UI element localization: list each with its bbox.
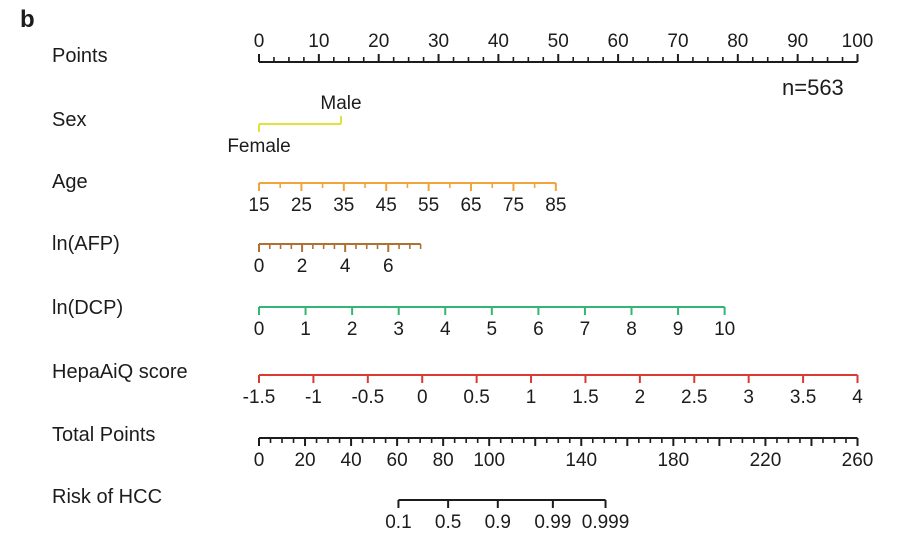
tick-label: 6 [383,256,394,277]
tick-label: 0 [254,319,265,340]
axis-age: 15 25 35 45 55 65 75 85 [248,182,566,216]
tick-label: 7 [580,319,591,340]
tick-label: 0.99 [534,512,571,533]
tick-label: 3 [743,387,754,408]
tick-label: 45 [376,195,397,216]
tick-label: 30 [428,31,449,52]
tick-label: -1 [305,387,322,408]
tick-label: 2 [347,319,358,340]
tick-label: 25 [291,195,312,216]
tick-label: 0.1 [385,512,411,533]
tick-label: 80 [433,450,454,471]
tick-label: 3 [393,319,404,340]
tick-label: 1 [526,387,537,408]
tick-label: 0.5 [435,512,461,533]
tick-label: 100 [473,450,505,471]
tick-label: 35 [333,195,354,216]
tick-label: -0.5 [351,387,384,408]
tick-label: 10 [308,31,329,52]
tick-label: 85 [545,195,566,216]
axis-ln_dcp: 0 1 2 3 4 5 6 7 8 9 10 [254,306,735,340]
axis-label-sex: Sex [52,109,87,131]
tick-label: 1 [300,319,311,340]
tick-label: 2 [635,387,646,408]
tick-label: 70 [667,31,688,52]
tick-label: 20 [368,31,389,52]
tick-label: 0 [254,450,265,471]
axis-label-age: Age [52,171,88,193]
axis-label-ln-dcp: ln(DCP) [52,297,124,319]
axis-label-hepaaiq-score: HepaAiQ score [52,361,188,383]
axis-label-total-points: Total Points [52,424,156,446]
tick-label: 4 [852,387,863,408]
tick-label: 0 [254,256,265,277]
axis-ln_afp: 0 2 4 6 [254,243,422,277]
axis-sex: Female Male [227,93,361,157]
tick-label: 9 [673,319,684,340]
panel-letter-label: b [20,6,35,33]
tick-label: 5 [487,319,498,340]
tick-label: Female [227,136,290,157]
axis-risk: 0.1 0.5 0.9 0.99 0.999 [385,499,630,533]
axis-label-ln-afp: ln(AFP) [52,233,120,255]
tick-label: 40 [488,31,509,52]
tick-label: 1.5 [572,387,598,408]
tick-label: 8 [626,319,637,340]
axis-label-risk-of-hcc: Risk of HCC [52,486,163,508]
tick-label: 55 [418,195,439,216]
tick-label: 4 [340,256,351,277]
tick-label: 3.5 [790,387,816,408]
axis-total: 0 20 40 60 80 100 140 180 220 260 [254,437,874,471]
sample-size-annotation: n=563 [782,75,844,100]
tick-label: 180 [657,450,689,471]
axis-hepaaiq: -1.5 -1 -0.5 0 0.5 1 1.5 2 2.5 3 3.5 4 [243,374,863,408]
tick-label: 6 [533,319,544,340]
tick-label: 15 [248,195,269,216]
tick-label: 50 [548,31,569,52]
tick-label: 100 [842,31,874,52]
tick-label: 20 [294,450,315,471]
tick-label: 10 [714,319,735,340]
tick-label: 2.5 [681,387,707,408]
tick-label: Male [320,93,361,114]
tick-label: 0.5 [463,387,489,408]
tick-label: 4 [440,319,451,340]
tick-label: 40 [341,450,362,471]
tick-label: 60 [387,450,408,471]
axis-label-points: Points [52,45,108,67]
tick-label: 75 [503,195,524,216]
tick-label: 140 [565,450,597,471]
tick-label: 65 [460,195,481,216]
tick-label: -1.5 [243,387,276,408]
tick-label: 220 [750,450,782,471]
tick-label: 0 [254,31,265,52]
tick-label: 90 [787,31,808,52]
tick-label: 2 [297,256,308,277]
tick-label: 60 [608,31,629,52]
tick-label: 0.9 [485,512,511,533]
tick-label: 260 [842,450,874,471]
tick-label: 0 [417,387,428,408]
tick-label: 80 [727,31,748,52]
axis-points: 0 10 20 30 40 50 60 70 80 90 100 [254,31,874,63]
tick-label: 0.999 [582,512,630,533]
